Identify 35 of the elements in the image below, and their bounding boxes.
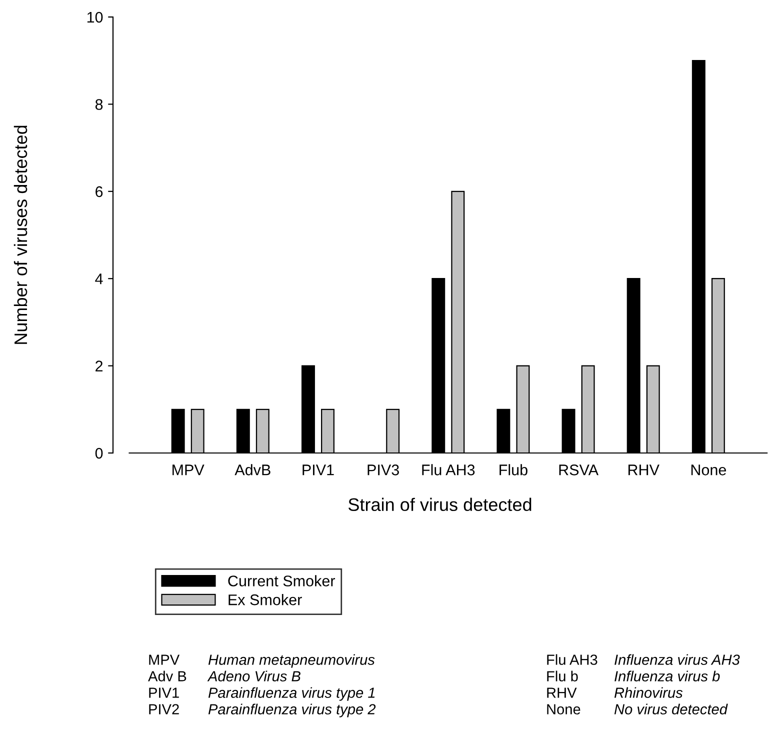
- y-tick-label: 0: [95, 448, 103, 459]
- x-tick-label: PIV3: [368, 464, 399, 476]
- text: Parainfluenza virus type 1: [208, 687, 375, 701]
- text: Flu b: [547, 670, 578, 682]
- y-tick-label: 4: [95, 274, 103, 284]
- legend-label: Ex Smoker: [228, 594, 302, 606]
- x-tick-label: AdvB: [234, 464, 270, 476]
- text: Influenza virus b: [614, 670, 720, 682]
- x-tick-label: MPV: [172, 464, 204, 476]
- text: No virus detected: [614, 704, 728, 714]
- x-tick-label: RHV: [628, 464, 660, 476]
- x-tick-label: None: [691, 464, 726, 476]
- text: Influenza virus AH3: [614, 654, 740, 665]
- legend-label: Current Smoker: [228, 575, 336, 586]
- text: MPV: [149, 654, 180, 665]
- x-tick-label: PIV1: [302, 464, 334, 476]
- x-tick-label: Flu AH3: [422, 464, 475, 476]
- x-axis-title: Strain of virus detected: [348, 498, 532, 512]
- text: None: [547, 704, 580, 714]
- text: Parainfluenza virus type 2: [208, 704, 376, 718]
- text: Adeno Virus B: [207, 670, 300, 682]
- x-tick-label: Flub: [500, 464, 528, 476]
- text: RHV: [547, 688, 577, 698]
- text: PIV2: [149, 704, 179, 714]
- y-tick-label: 8: [95, 99, 103, 110]
- y-tick-label: 6: [96, 186, 103, 198]
- x-tick-label: RSVA: [559, 464, 598, 476]
- y-tick-label: 10: [87, 12, 103, 23]
- text: Flu AH3: [547, 654, 598, 665]
- text: Human metapneumovirus: [208, 654, 375, 668]
- y-axis-title: Number of viruses detected: [14, 126, 28, 344]
- text: Adv B: [148, 670, 186, 682]
- y-tick-label: 2: [96, 360, 103, 372]
- text: Rhinovirus: [614, 687, 683, 698]
- text: PIV1: [149, 688, 179, 698]
